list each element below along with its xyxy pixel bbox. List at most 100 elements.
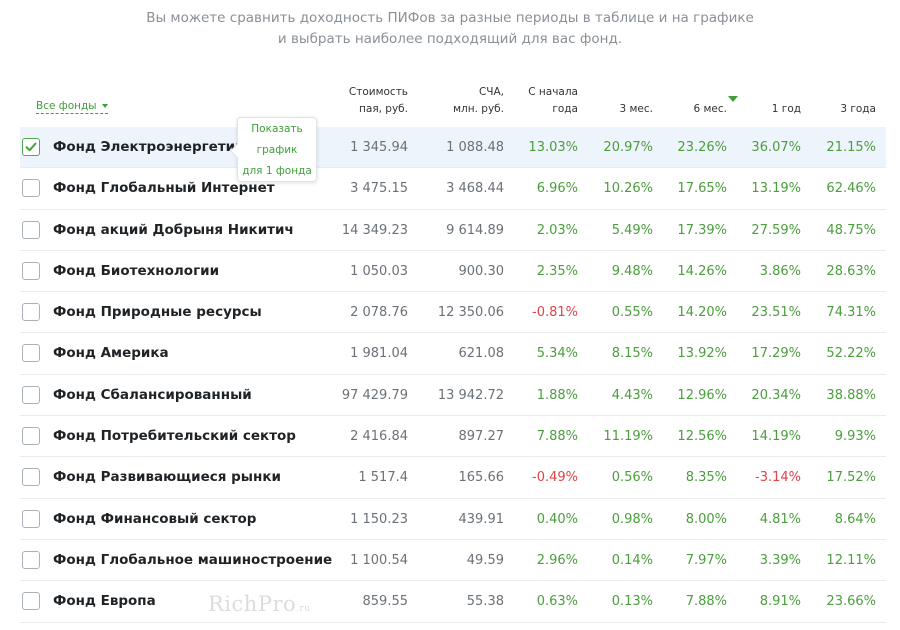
cell-y3: 38.88%: [826, 387, 876, 403]
col-header-price-line2: пая, руб.: [359, 103, 408, 115]
fund-checkbox[interactable]: [22, 220, 40, 239]
fund-name[interactable]: Фонд акций Добрыня Никитич: [53, 221, 294, 238]
cell-y1: -3.14%: [755, 470, 801, 486]
table-row[interactable]: Фонд Сбалансированный 97 429.79 13 942.72 1…: [20, 375, 886, 417]
cell-ytd: 5.34%: [536, 346, 578, 362]
cell-price: 1 050.03: [350, 263, 408, 279]
cell-ytd: 2.03%: [536, 222, 578, 238]
fund-name[interactable]: Фонд Глобальный Интернет: [53, 180, 275, 197]
cell-price: 1 150.23: [350, 511, 408, 527]
cell-y3: 62.46%: [826, 181, 876, 197]
fund-name[interactable]: Фонд Америка: [53, 345, 169, 362]
fund-checkbox[interactable]: [22, 427, 40, 446]
col-header-ytd[interactable]: С начала года: [528, 84, 578, 118]
fund-name[interactable]: Фонд Электроэнергетика: [53, 139, 254, 155]
col-header-nav-line2: млн. руб.: [453, 103, 504, 115]
cell-m3: 9.48%: [611, 263, 653, 279]
cell-nav: 3 468.44: [446, 181, 504, 197]
cell-price: 97 429.79: [341, 387, 408, 403]
table-row[interactable]: Фонд Европа 859.55 55.38 0.63% 0.13% 7.88% 8.9…: [20, 581, 886, 623]
col-header-6m[interactable]: 6 мес.: [693, 103, 727, 115]
cell-nav: 49.59: [466, 552, 504, 568]
cell-ytd: 0.40%: [536, 511, 578, 527]
fund-name[interactable]: Фонд Финансовый сектор: [53, 510, 257, 527]
col-header-price[interactable]: Стоимость пая, руб.: [349, 84, 408, 118]
col-header-ytd-line2: года: [552, 103, 578, 115]
table-row[interactable]: Фонд Биотехнологии 1 050.03 900.30 2.35% 9.4…: [20, 251, 886, 293]
cell-y1: 27.59%: [751, 222, 801, 238]
show-chart-tooltip[interactable]: Показать график для 1 фонда: [229, 117, 317, 182]
chevron-down-icon: [101, 104, 108, 108]
fund-name[interactable]: Фонд Глобальное машиностроение: [53, 551, 333, 568]
cell-y3: 12.11%: [826, 552, 876, 568]
cell-price: 1 345.94: [350, 140, 408, 155]
fund-name[interactable]: Фонд Европа: [53, 593, 156, 610]
cell-m6: 17.65%: [677, 181, 727, 197]
fund-checkbox[interactable]: [22, 344, 40, 363]
tooltip-line-1: Показать: [251, 123, 303, 135]
cell-y1: 36.07%: [751, 140, 801, 155]
table-row[interactable]: Фонд Электроэнергетика 1 345.94 1 088.48 13…: [20, 127, 886, 169]
cell-ytd: 13.03%: [528, 140, 578, 155]
fund-checkbox[interactable]: [22, 550, 40, 569]
cell-m6: 13.92%: [677, 346, 727, 362]
table-row[interactable]: Фонд Глобальное машиностроение 1 100.54 49…: [20, 540, 886, 582]
cell-y3: 28.63%: [826, 263, 876, 279]
fund-checkbox[interactable]: [22, 261, 40, 280]
cell-price: 3 475.15: [350, 181, 408, 197]
col-header-3m[interactable]: 3 мес.: [619, 103, 653, 115]
table-row[interactable]: Фонд Америка 1 981.04 621.08 5.34% 8.15% 13.9…: [20, 333, 886, 375]
cell-y3: 52.22%: [826, 346, 876, 362]
fund-checkbox[interactable]: [22, 303, 40, 322]
cell-ytd: -0.81%: [532, 305, 578, 321]
col-header-1y[interactable]: 1 год: [771, 103, 801, 115]
cell-m6: 8.00%: [685, 511, 727, 527]
table-row[interactable]: Фонд Глобальный Интернет 3 475.15 3 468.44…: [20, 168, 886, 210]
col-header-ytd-line1: С начала: [528, 86, 578, 98]
fund-checkbox[interactable]: [22, 179, 40, 198]
table-row[interactable]: Фонд Развивающиеся рынки 1 517.4 165.66 -0.…: [20, 457, 886, 499]
cell-y1: 14.19%: [751, 429, 801, 445]
fund-name[interactable]: Фонд Потребительский сектор: [53, 428, 296, 445]
fund-checkbox[interactable]: [22, 138, 40, 156]
cell-nav: 165.66: [458, 470, 505, 486]
cell-m6: 7.88%: [685, 594, 727, 610]
checkmark-icon: [25, 142, 37, 152]
cell-price: 859.55: [362, 594, 409, 610]
table-row[interactable]: Фонд Потребительский сектор 2 416.84 897.2…: [20, 416, 886, 458]
table-header: Все фонды Стоимость пая, руб. СЧА, млн. …: [20, 84, 886, 124]
col-header-nav[interactable]: СЧА, млн. руб.: [453, 84, 504, 118]
cell-m3: 0.14%: [611, 552, 653, 568]
cell-y3: 74.31%: [826, 305, 876, 321]
cell-nav: 13 942.72: [437, 387, 504, 403]
cell-y3: 8.64%: [834, 511, 876, 527]
cell-y3: 17.52%: [826, 470, 876, 486]
cell-nav: 897.27: [458, 429, 505, 445]
fund-checkbox[interactable]: [22, 509, 40, 528]
fund-filter-dropdown[interactable]: Все фонды: [36, 100, 108, 114]
cell-y3: 9.93%: [834, 429, 876, 445]
cell-ytd: 2.35%: [536, 263, 578, 279]
cell-m6: 14.20%: [677, 305, 727, 321]
cell-ytd: 7.88%: [536, 429, 578, 445]
cell-ytd: 2.96%: [536, 552, 578, 568]
cell-y3: 21.15%: [826, 140, 876, 155]
cell-nav: 55.38: [466, 594, 504, 610]
col-header-3y[interactable]: 3 года: [840, 103, 876, 115]
cell-m3: 0.55%: [611, 305, 653, 321]
fund-checkbox[interactable]: [22, 592, 40, 611]
fund-name[interactable]: Фонд Биотехнологии: [53, 262, 220, 279]
table-row[interactable]: Фонд Природные ресурсы 2 078.76 12 350.06 -…: [20, 292, 886, 334]
fund-name[interactable]: Фонд Развивающиеся рынки: [53, 469, 281, 486]
col-header-price-line1: Стоимость: [348, 86, 408, 98]
cell-nav: 9 614.89: [446, 222, 504, 238]
table-row[interactable]: Фонд Финансовый сектор 1 150.23 439.91 0.40…: [20, 499, 886, 540]
cell-nav: 900.30: [458, 263, 505, 279]
cell-y1: 17.29%: [751, 346, 801, 362]
table-row[interactable]: Фонд акций Добрыня Никитич 14 349.23 9 614…: [20, 210, 886, 251]
fund-checkbox[interactable]: [22, 468, 40, 487]
cell-m3: 20.97%: [603, 140, 653, 155]
fund-checkbox[interactable]: [22, 385, 40, 404]
fund-name[interactable]: Фонд Природные ресурсы: [53, 304, 262, 321]
fund-name[interactable]: Фонд Сбалансированный: [53, 386, 252, 403]
